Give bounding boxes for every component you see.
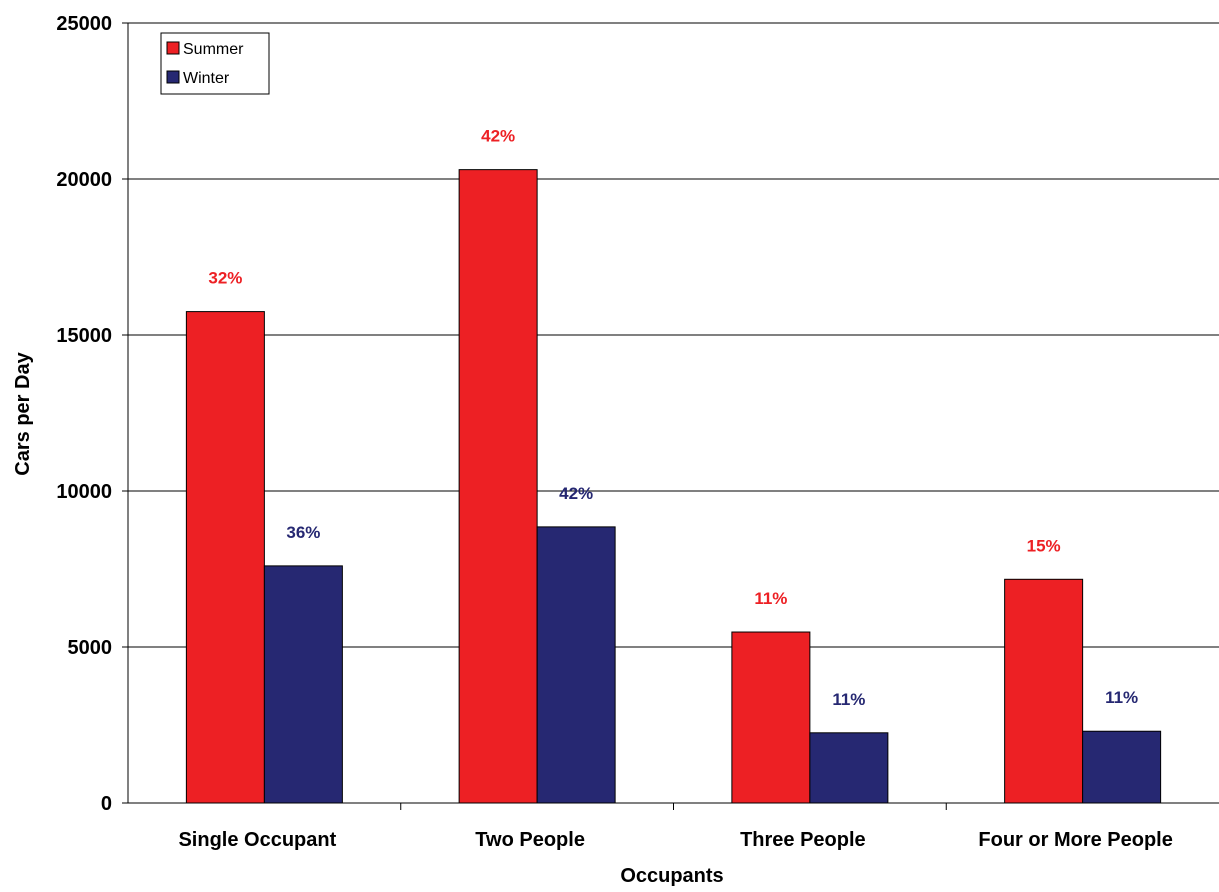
legend-label-summer: Summer (183, 41, 244, 58)
data-label-summer-1: 42% (481, 127, 515, 146)
bar-winter-0 (263, 565, 343, 804)
x-category-labels: Single Occupant Two People Three People Fou… (178, 829, 1172, 851)
bar-summer-3 (1004, 578, 1084, 804)
legend-swatch-winter (166, 70, 180, 84)
x-category-label: Two People (475, 829, 585, 851)
data-label-summer-2: 11% (754, 589, 787, 608)
data-labels: 32% 36% 42% 42% 11% 11% 15% 11% (208, 127, 1138, 709)
data-label-winter-3: 11% (1105, 688, 1138, 707)
y-tick-label: 15000 (56, 325, 112, 347)
bar-summer-0 (185, 311, 265, 804)
y-axis-title: Cars per Day (12, 351, 34, 475)
bar-summer-2 (731, 631, 811, 804)
legend-label-winter: Winter (183, 70, 230, 87)
y-tick-label: 20000 (56, 169, 112, 191)
x-category-label: Single Occupant (178, 829, 336, 851)
data-label-winter-2: 11% (832, 690, 865, 709)
legend-swatch-summer (166, 41, 180, 55)
x-category-label: Three People (740, 829, 866, 851)
bar-winter-2 (809, 732, 889, 804)
bar-winter-1 (536, 526, 616, 804)
legend: Summer Winter (160, 32, 270, 95)
y-tick-label: 0 (101, 793, 112, 815)
x-category-label: Four or More People (978, 829, 1172, 851)
bar-summer-1 (458, 169, 538, 804)
y-tick-label: 10000 (56, 481, 112, 503)
data-label-winter-1: 42% (559, 484, 593, 503)
data-label-summer-0: 32% (208, 269, 242, 288)
bars (185, 169, 1162, 804)
axes (127, 23, 1219, 810)
data-label-summer-3: 15% (1027, 536, 1061, 555)
x-axis-title: Occupants (620, 865, 723, 887)
y-tick-label: 25000 (56, 13, 112, 35)
y-tick-label: 5000 (68, 637, 113, 659)
y-tick-labels: 0 5000 10000 15000 20000 25000 (56, 13, 128, 815)
bar-winter-3 (1082, 730, 1162, 804)
data-label-winter-0: 36% (286, 523, 320, 542)
